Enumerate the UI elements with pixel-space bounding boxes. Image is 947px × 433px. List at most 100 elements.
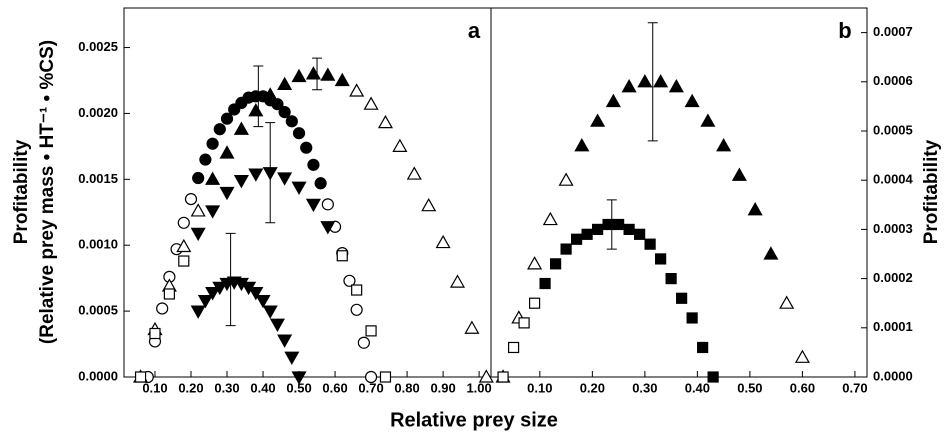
data-point [528, 297, 541, 309]
data-point [621, 79, 637, 93]
data-point [558, 172, 574, 186]
x-tick-label: 0.40 [250, 380, 275, 395]
data-point [212, 281, 228, 296]
data-point [206, 137, 219, 150]
data-point [190, 227, 206, 242]
data-point [176, 238, 192, 253]
data-point [684, 93, 700, 108]
plot-frame [123, 7, 492, 378]
data-point [590, 113, 606, 127]
data-point [233, 121, 249, 135]
data-point [205, 205, 221, 219]
data-point [655, 253, 667, 265]
x-tick-label: 0.90 [430, 380, 455, 395]
data-point [277, 172, 293, 186]
x-tick-label: 0.60 [790, 380, 815, 395]
data-point [205, 287, 221, 301]
x-tick-label: 0.30 [214, 380, 239, 395]
data-point [507, 341, 520, 354]
data-point [134, 371, 147, 383]
x-tick-label: 0.30 [632, 380, 657, 395]
data-point [205, 171, 221, 185]
data-point [497, 371, 509, 383]
data-point [653, 74, 669, 88]
data-point [305, 66, 321, 80]
error-bar [225, 232, 236, 327]
x-tick-label: 0.50 [737, 380, 762, 395]
data-point [435, 234, 451, 249]
data-point [285, 115, 298, 128]
data-point [665, 273, 677, 285]
data-point [700, 113, 716, 127]
x-tick-label: 0.70 [358, 380, 383, 395]
data-point [392, 138, 408, 152]
panel-label: b [838, 18, 851, 43]
y-tick-label: 0.0005 [873, 122, 913, 137]
data-point [248, 103, 264, 117]
data-point [697, 341, 709, 354]
data-point [644, 238, 656, 250]
data-point [351, 284, 363, 296]
data-point [248, 168, 264, 182]
y-tick-label: 0.0007 [873, 24, 913, 39]
data-point [190, 203, 206, 217]
data-point [300, 141, 313, 154]
x-tick-label: 0.60 [322, 380, 347, 395]
data-point [197, 294, 213, 309]
data-point [637, 74, 653, 88]
data-point [570, 233, 583, 245]
data-point [763, 246, 779, 260]
data-point [156, 302, 169, 315]
panel-label: a [468, 18, 481, 43]
data-point [605, 93, 621, 108]
data-point [668, 79, 684, 93]
error-bar [253, 65, 264, 128]
data-point [184, 192, 198, 206]
data-point [277, 334, 293, 348]
error-bar [265, 122, 276, 224]
data-point [364, 370, 378, 384]
data-point [377, 114, 394, 129]
data-point [794, 349, 810, 363]
data-point [747, 202, 763, 216]
data-point [623, 223, 635, 235]
data-point [199, 153, 212, 166]
data-point [220, 112, 234, 125]
data-point [574, 138, 590, 152]
x-tick-label: 0.70 [842, 380, 867, 395]
data-point [379, 371, 392, 383]
y-tick-label: 0.0010 [78, 237, 118, 252]
y-tick-label: 0.0005 [78, 303, 118, 318]
x-tick-label: 0.10 [142, 380, 167, 395]
data-point [219, 186, 235, 201]
y-axis-label: Profitability [921, 139, 942, 244]
data-point [336, 250, 348, 262]
data-point [248, 287, 264, 301]
x-tick-label: 0.20 [178, 380, 203, 395]
data-point [527, 256, 543, 270]
data-point [307, 158, 320, 171]
data-point [363, 96, 379, 110]
y-tick-label: 0.0006 [873, 73, 913, 88]
x-tick-label: 1.00 [466, 380, 491, 395]
y-tick-label: 0.0004 [873, 172, 914, 187]
y-tick-label: 0.0000 [873, 368, 913, 383]
data-point [219, 145, 235, 159]
data-point [365, 325, 377, 337]
data-point [518, 317, 530, 329]
y-tick-label: 0.0001 [873, 319, 913, 334]
x-tick-label: 0.40 [685, 380, 710, 395]
data-point [406, 166, 422, 180]
data-point [177, 216, 190, 229]
data-point [549, 258, 562, 270]
data-point [262, 305, 278, 319]
data-point [269, 318, 285, 333]
data-point [349, 83, 365, 97]
y-axis-label: Profitability [11, 139, 32, 244]
data-point [291, 181, 307, 195]
data-point [320, 67, 336, 81]
x-tick-label: 0.50 [286, 380, 311, 395]
data-point [178, 255, 190, 267]
x-tick-label: 0.80 [394, 380, 419, 395]
data-point [731, 167, 747, 181]
